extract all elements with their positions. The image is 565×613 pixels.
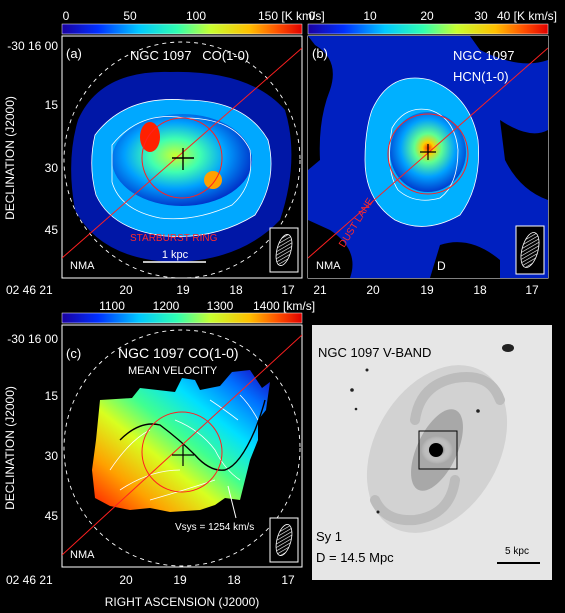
foreground-star: [354, 407, 358, 411]
colorbar-c-tick: 1100: [99, 299, 125, 313]
ra-tick: 20: [119, 283, 133, 297]
ra-tick: 17: [525, 283, 539, 297]
seyfert-type: Sy 1: [316, 529, 342, 544]
spiral-arm-north: [410, 372, 505, 425]
zoom-box: [418, 430, 458, 470]
primary-beam-circle: [63, 41, 301, 278]
nucleus-cross-c: [172, 445, 194, 466]
telescope-label-c: NMA: [70, 549, 95, 561]
primary-beam-circle-c: [63, 329, 301, 567]
colorbar-b-tick: 20: [420, 9, 434, 23]
dec-tick: 30: [45, 449, 59, 463]
isovelocity-contours: [109, 394, 259, 501]
panel-c-title-2: MEAN VELOCITY: [128, 365, 218, 377]
distance-label: D = 14.5 Mpc: [316, 550, 394, 565]
colorbar-b-tick: 40 [K km/s]: [497, 9, 557, 23]
scale-label-a: 1 kpc: [162, 249, 189, 261]
y-axis-label-top: DECLINATION (J2000): [3, 96, 17, 220]
ra-tick: 20: [366, 283, 380, 297]
dec-tick: 15: [45, 389, 59, 403]
colorbar-c-tick: 1400 [km/s]: [253, 299, 315, 313]
colorbar-a-tick: 50: [123, 9, 137, 23]
dec-tick: -30 16 00: [7, 332, 58, 346]
vsys-label: Vsys = 1254 km/s: [175, 522, 254, 533]
dec-tick: 15: [45, 98, 59, 112]
ra-tick: 19: [420, 283, 434, 297]
vsys-pointer: [227, 485, 237, 519]
ra-tick: 19: [173, 573, 187, 587]
ra-tick: 21: [313, 283, 327, 297]
foreground-star: [476, 409, 480, 413]
ra-tick: 02 46 21: [6, 283, 53, 297]
ra-tick: 02 46 21: [6, 573, 53, 587]
starburst-ring-circle-c: [141, 411, 223, 493]
beam-ellipse-a: [275, 234, 293, 266]
co-peak-east: [204, 171, 222, 189]
dec-tick: 45: [45, 509, 59, 523]
co-emission-core: [112, 114, 252, 206]
colorbar-a-tick: 0: [63, 9, 70, 23]
bar-axis-line: [62, 47, 302, 259]
colorbar-a-tick: 150 [K km/s]: [258, 9, 325, 23]
colorbar-b: [307, 23, 549, 35]
y-axis-label-bottom: DECLINATION (J2000): [3, 386, 17, 510]
panel-a-letter: (a): [66, 46, 82, 61]
ra-tick: 20: [119, 573, 133, 587]
ra-tick: 17: [281, 573, 295, 587]
companion-galaxy: [502, 344, 514, 352]
hcn-noise-holes: [308, 36, 548, 278]
beam-ellipse-b: [520, 232, 540, 268]
co-peak-west: [140, 122, 160, 152]
panel-d-title: NGC 1097 V-BAND: [318, 345, 431, 360]
panel-c: 1100 1200 1300 1400 [km/s] (c) NGC 1097 …: [6, 299, 315, 587]
ra-tick: 18: [473, 283, 487, 297]
colorbar-b-tick: 30: [474, 9, 488, 23]
starburst-ring-label: STARBURST RING: [130, 233, 218, 244]
colorbar-c-tick: 1200: [153, 299, 180, 313]
starburst-ring-circle: [141, 117, 223, 199]
contours-a: [91, 99, 272, 237]
telescope-label-a: NMA: [70, 260, 95, 272]
panel-b: 0 10 20 30 40 [K km/s] (b) NGC 1097 HCN(…: [307, 9, 557, 297]
dec-tick: 30: [45, 161, 59, 175]
spiral-arm-south: [370, 475, 460, 526]
panel-c-letter: (c): [66, 346, 81, 361]
dec-tick: -30 16 00: [7, 39, 58, 53]
bar-axis-line-c: [62, 334, 302, 556]
ra-tick: 17: [281, 283, 295, 297]
galaxy-nucleus: [429, 443, 443, 457]
panel-a-title: NGC 1097 CO(1-0): [130, 48, 249, 63]
starburst-ring-circle-b: [387, 113, 469, 195]
nucleus-cross-b: [420, 144, 436, 160]
foreground-star: [376, 510, 380, 514]
beam-ellipse-c: [275, 524, 293, 556]
panel-c-title-1: NGC 1097 CO(1-0): [118, 345, 239, 361]
panel-b-title-2: HCN(1-0): [453, 69, 509, 84]
foreground-star: [365, 368, 369, 372]
marker-d: D: [437, 259, 446, 273]
dec-tick: 45: [45, 223, 59, 237]
scale-label-d: 5 kpc: [505, 546, 529, 557]
x-axis-label: RIGHT ASCENSION (J2000): [105, 595, 260, 609]
nucleus-cross: [172, 148, 194, 170]
colorbar-b-tick: 0: [309, 9, 316, 23]
panel-a: 0 50 100 150 [K km/s] (a) NGC 1097 CO(1-…: [6, 9, 325, 297]
colorbar-b-tick: 10: [363, 9, 377, 23]
colorbar-a: [61, 23, 303, 35]
telescope-label-b: NMA: [316, 260, 341, 272]
ra-tick: 19: [176, 283, 190, 297]
ra-tick: 18: [229, 283, 243, 297]
colorbar-a-tick: 100: [186, 9, 206, 23]
foreground-star: [350, 388, 354, 392]
colorbar-c-tick: 1300: [207, 299, 234, 313]
colorbar-c: [61, 312, 303, 324]
panel-b-title-1: NGC 1097: [453, 48, 514, 63]
panel-b-letter: (b): [312, 46, 328, 61]
ra-tick: 18: [227, 573, 241, 587]
systemic-velocity-contour: [119, 399, 266, 471]
panel-d: NGC 1097 V-BAND Sy 1 D = 14.5 Mpc 5 kpc: [312, 325, 552, 580]
